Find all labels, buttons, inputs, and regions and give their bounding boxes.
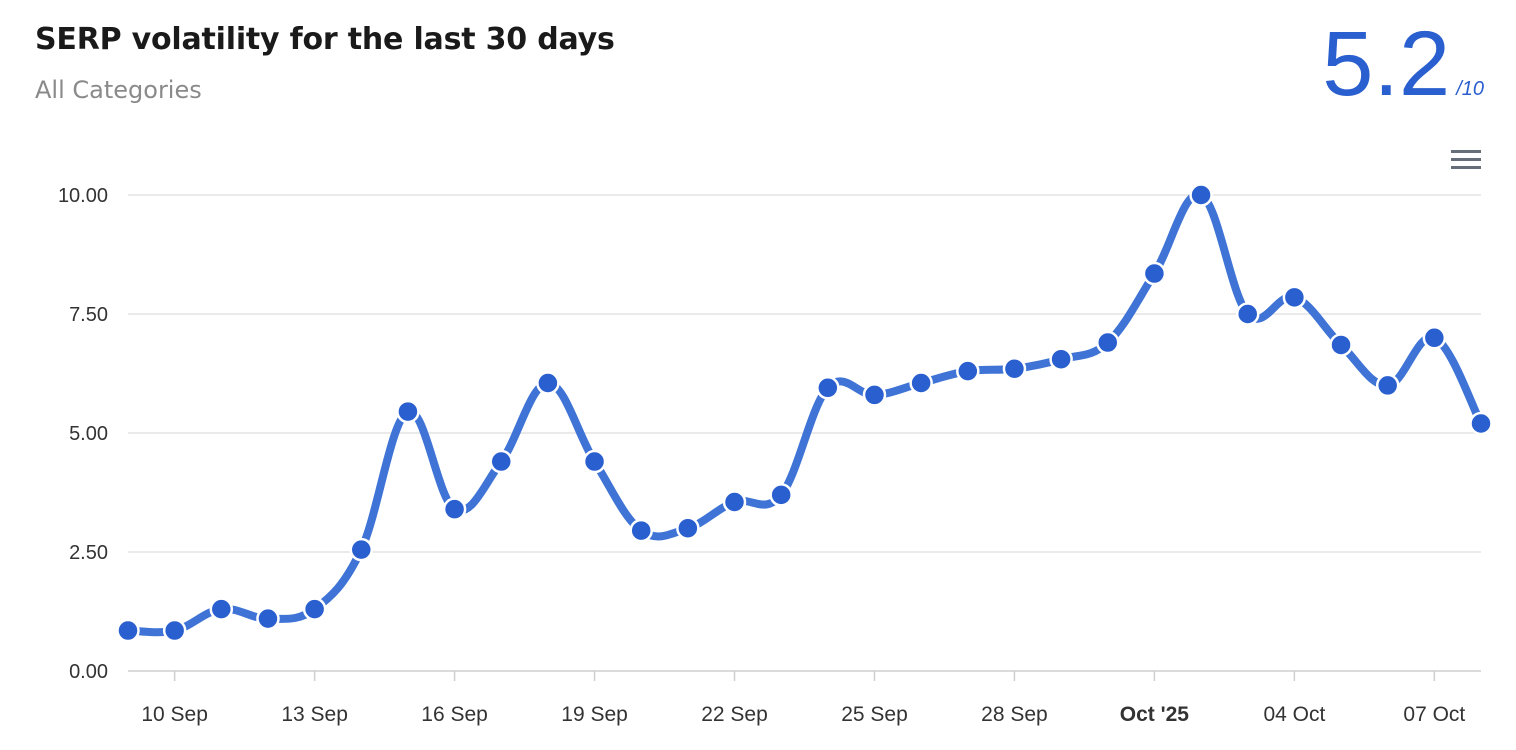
data-point[interactable] [1049, 347, 1073, 371]
chart-subtitle: All Categories [35, 76, 202, 104]
data-point[interactable] [956, 359, 980, 383]
x-tick-label: Oct '25 [1120, 703, 1190, 726]
data-point[interactable] [489, 449, 513, 474]
data-point[interactable] [862, 383, 887, 407]
y-tick-label: 5.00 [69, 423, 108, 445]
data-point[interactable] [629, 518, 653, 543]
data-point[interactable] [1329, 333, 1353, 357]
y-axis: 0.00 2.50 5.00 7.50 10.00 [58, 185, 108, 683]
x-tick-label: 04 Oct [1263, 703, 1325, 726]
data-point[interactable] [536, 371, 560, 395]
data-point[interactable] [442, 497, 467, 521]
data-point[interactable] [769, 483, 793, 507]
data-point[interactable] [396, 399, 420, 424]
y-tick-label: 7.50 [69, 304, 108, 326]
data-point[interactable] [676, 516, 700, 540]
data-point[interactable] [1422, 326, 1447, 350]
data-point[interactable] [722, 490, 747, 514]
series-line [124, 190, 1485, 637]
y-tick-label: 10.00 [58, 185, 108, 207]
data-point[interactable] [1096, 330, 1120, 355]
data-point[interactable] [162, 618, 187, 643]
x-tick-label: 16 Sep [421, 703, 488, 726]
x-tick-label: 13 Sep [281, 703, 348, 726]
score-max: /10 [1456, 78, 1484, 100]
series-line-path [124, 190, 1485, 637]
data-point[interactable] [909, 371, 933, 395]
data-point[interactable] [116, 618, 140, 643]
chart-title: SERP volatility for the last 30 days [35, 22, 615, 57]
score-value: 5.2 [1322, 13, 1451, 115]
data-point[interactable] [1189, 183, 1213, 207]
data-point[interactable] [1002, 356, 1027, 381]
data-point[interactable] [1282, 285, 1307, 310]
y-tick-label: 2.50 [69, 542, 108, 564]
x-tick-label: 28 Sep [981, 703, 1048, 726]
x-tick-label: 22 Sep [701, 703, 768, 726]
data-point[interactable] [256, 606, 280, 631]
data-point[interactable] [1375, 373, 1400, 398]
x-axis: 10 Sep 13 Sep 16 Sep 19 Sep 22 Sep 25 Sep 28 S… [141, 671, 1465, 726]
data-point[interactable] [1235, 302, 1260, 326]
x-tick-label: 07 Oct [1403, 703, 1465, 726]
data-point[interactable] [302, 597, 327, 621]
data-point[interactable] [349, 537, 374, 562]
data-point[interactable] [582, 449, 607, 474]
data-point[interactable] [816, 376, 840, 400]
x-tick-label: 10 Sep [141, 703, 208, 726]
x-tick-label: 25 Sep [841, 703, 908, 726]
data-point[interactable] [1469, 411, 1493, 436]
series-points [116, 183, 1493, 643]
data-point[interactable] [1142, 261, 1167, 286]
hamburger-menu-icon[interactable] [1446, 144, 1486, 176]
y-tick-label: 0.00 [69, 661, 108, 683]
volatility-score: 5.2/10 [1322, 18, 1484, 110]
x-tick-label: 19 Sep [561, 703, 628, 726]
data-point[interactable] [209, 597, 234, 621]
